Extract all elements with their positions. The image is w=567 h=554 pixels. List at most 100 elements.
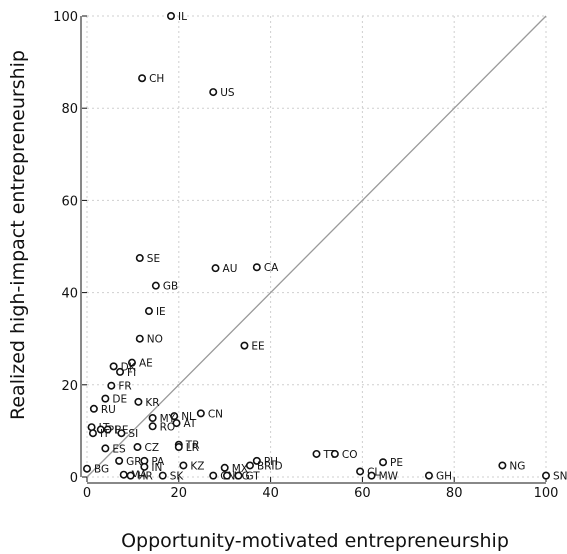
y-tick-label: 0	[70, 471, 78, 486]
data-point-marker	[174, 443, 183, 452]
data-point-label: MX	[232, 463, 248, 475]
data-point-marker	[367, 471, 376, 480]
data-point: IL	[166, 11, 187, 23]
data-point-label: PA	[151, 456, 165, 468]
data-point: SE	[135, 253, 160, 265]
data-point-label: MA	[131, 470, 148, 482]
data-point-label: FI	[127, 367, 136, 379]
data-point: US	[209, 87, 235, 99]
data-point-label: IL	[178, 11, 187, 23]
data-point-label: MY	[160, 413, 176, 425]
data-point: PH	[252, 456, 278, 468]
data-point-marker	[356, 467, 365, 476]
data-point-marker	[148, 422, 157, 431]
data-point-label: LR	[186, 442, 199, 454]
x-axis-title: Opportunity-motivated entrepreneurship	[121, 530, 509, 552]
data-point-marker	[135, 254, 144, 263]
data-point-marker	[135, 334, 144, 343]
data-point-label: MW	[379, 471, 399, 483]
data-point-label: IN	[151, 462, 162, 474]
data-point: FI	[116, 367, 136, 379]
data-point: IN	[140, 462, 162, 474]
x-tick-label: 0	[83, 486, 91, 501]
y-tick-label: 40	[61, 287, 78, 302]
data-point-marker	[245, 461, 254, 470]
data-point-marker	[116, 367, 125, 376]
data-point-label: CN	[208, 408, 223, 420]
data-point: RU	[89, 404, 116, 416]
data-point-label: RU	[101, 404, 116, 416]
data-point-label: FR	[118, 381, 131, 393]
data-point: SK	[158, 471, 185, 483]
data-point: AT	[172, 418, 197, 430]
y-tick-label: 60	[61, 194, 78, 209]
data-point-marker	[88, 429, 97, 438]
data-point: SN	[541, 471, 567, 483]
data-point: CN	[209, 471, 235, 483]
data-point-marker	[379, 458, 388, 467]
data-point: LR	[174, 442, 199, 454]
data-point-marker	[424, 471, 433, 480]
data-point-label: IT	[100, 428, 110, 440]
data-point-marker	[148, 413, 157, 422]
data-point: RO	[148, 421, 176, 433]
data-point-label: US	[220, 87, 235, 99]
data-point: KZ	[179, 460, 204, 472]
data-point-label: EE	[251, 341, 264, 353]
data-point: KR	[134, 397, 160, 409]
data-point: CA	[252, 262, 279, 274]
data-point-marker	[83, 464, 92, 473]
data-point: DK	[109, 361, 137, 373]
data-point-label: AT	[184, 418, 197, 430]
data-point-label: SE	[147, 253, 160, 265]
data-point-marker	[101, 394, 110, 403]
data-point-label: SN	[553, 471, 567, 483]
data-point-marker	[144, 307, 153, 316]
data-point-label: PH	[264, 456, 278, 468]
data-point: MX	[220, 463, 248, 475]
data-point-marker	[312, 449, 321, 458]
data-point-marker	[240, 341, 249, 350]
data-point-marker	[541, 471, 550, 480]
tick-layer: 0 20 40 60 80 100 0 20 40 60 80 100	[53, 10, 558, 501]
data-point: CZ	[133, 442, 159, 454]
data-point: IE	[144, 306, 166, 318]
data-point-label: CH	[149, 73, 164, 85]
data-point: PA	[140, 456, 165, 468]
data-point-label: SK	[170, 471, 185, 483]
data-point-marker	[89, 404, 98, 413]
data-point: GB	[151, 281, 178, 293]
data-point-label: GT	[245, 471, 260, 483]
data-point: PE	[379, 457, 403, 469]
data-point-label: CO	[342, 449, 358, 461]
data-point: NL	[170, 411, 195, 423]
data-point-marker	[330, 449, 339, 458]
data-point-label: DK	[121, 361, 137, 373]
data-point: SI	[117, 428, 138, 440]
data-point: GR	[115, 456, 142, 468]
data-point: NG	[498, 460, 525, 472]
y-axis-title: Realized high-impact entrepreneurship	[7, 50, 29, 420]
data-point: CH	[138, 73, 164, 85]
data-point-label: KZ	[190, 460, 204, 472]
data-point-label: HR	[138, 471, 153, 483]
data-point-marker	[126, 471, 135, 480]
data-point-label: NL	[181, 411, 195, 423]
data-point-marker	[170, 412, 179, 421]
data-point-marker	[220, 463, 229, 472]
data-point-label: RO	[160, 421, 176, 433]
data-point: CO	[330, 449, 358, 461]
data-point-label: ES	[112, 443, 126, 455]
data-point: GH	[424, 471, 452, 483]
data-point-marker	[151, 281, 160, 290]
data-point-marker	[103, 425, 112, 434]
data-point-label: GB	[163, 281, 178, 293]
data-point-label: TR	[185, 440, 200, 452]
data-point-marker	[119, 470, 128, 479]
data-point-label: BRID	[257, 460, 283, 472]
data-point: GT	[234, 471, 260, 483]
data-point: BRID	[245, 460, 283, 472]
data-point: EE	[240, 341, 265, 353]
